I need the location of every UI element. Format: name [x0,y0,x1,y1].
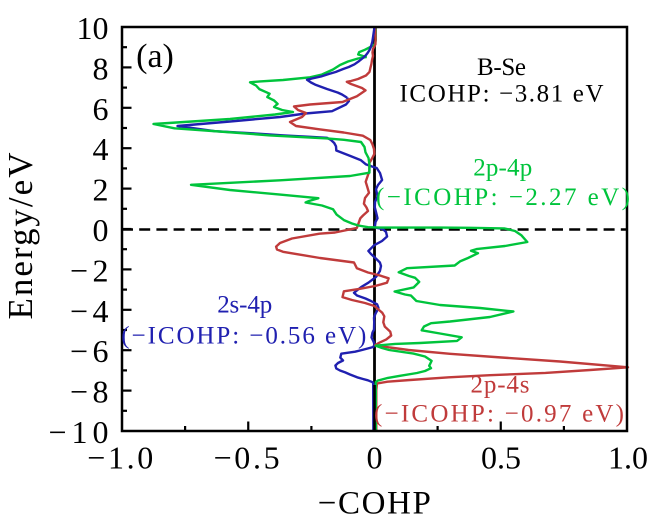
svg-text:4: 4 [93,131,109,167]
svg-text:(a): (a) [136,38,174,75]
svg-text:−10: −10 [49,414,109,450]
svg-text:−2: −2 [70,252,109,288]
svg-text:ICOHP: −3.81 eV: ICOHP: −3.81 eV [400,81,604,108]
svg-text:(−ICOHP: −0.56 eV): (−ICOHP: −0.56 eV) [121,323,366,350]
svg-text:2: 2 [93,172,109,208]
svg-text:0: 0 [367,440,383,476]
svg-text:−1.0: −1.0 [87,440,153,476]
svg-text:8: 8 [93,50,109,86]
svg-text:B-Se: B-Se [477,54,526,81]
svg-text:(−ICOHP: −2.27 eV): (−ICOHP: −2.27 eV) [376,184,630,211]
svg-text:10: 10 [77,10,109,46]
svg-text:2p-4p: 2p-4p [473,155,532,182]
svg-text:2p-4s: 2p-4s [471,372,530,399]
svg-text:−8: −8 [70,374,109,410]
svg-text:2s-4p: 2s-4p [217,292,272,319]
svg-text:−4: −4 [70,293,109,329]
svg-text:1.0: 1.0 [608,440,648,476]
svg-text:6: 6 [93,91,109,127]
svg-text:−COHP: −COHP [318,486,431,522]
svg-text:Energy/eV: Energy/eV [1,153,40,320]
svg-text:−0.5: −0.5 [214,440,280,476]
svg-text:0: 0 [93,212,109,248]
svg-text:−6: −6 [70,333,109,369]
svg-text:(−ICOHP: −0.97 eV): (−ICOHP: −0.97 eV) [374,401,624,428]
svg-text:0.5: 0.5 [481,440,521,476]
